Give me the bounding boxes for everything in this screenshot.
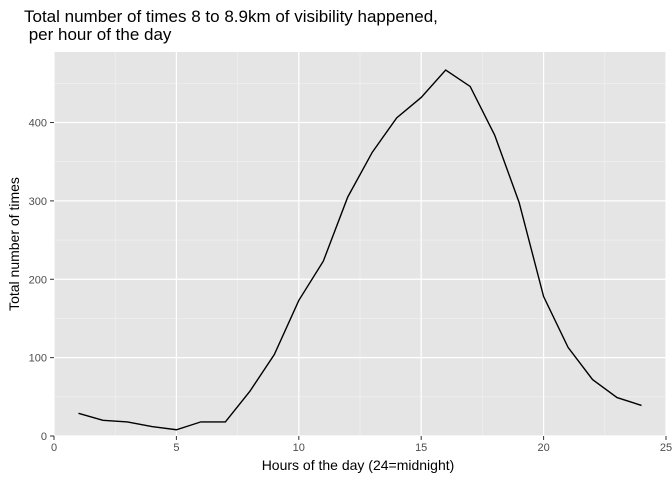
- chart-title-line-2: per hour of the day: [24, 25, 172, 44]
- x-tick-label: 20: [537, 442, 549, 454]
- x-tick-label: 15: [415, 442, 427, 454]
- x-tick-label: 0: [51, 442, 57, 454]
- series-line: [78, 69, 642, 431]
- x-tick-label: 5: [173, 442, 179, 454]
- minor-gridlines: [54, 52, 666, 436]
- y-axis-title: Total number of times: [6, 177, 22, 311]
- x-axis-title: Hours of the day (24=midnight): [262, 457, 455, 473]
- y-tick-label: 400: [29, 118, 47, 130]
- y-tick-label: 0: [41, 431, 47, 443]
- y-axis: 0 100 200 300 400: [29, 118, 54, 443]
- y-tick-label: 100: [29, 353, 47, 365]
- x-tick-label: 25: [660, 442, 672, 454]
- chart-title-line-1: Total number of times 8 to 8.9km of visi…: [24, 7, 438, 26]
- major-gridlines: [53, 52, 667, 437]
- x-tick-label: 10: [293, 442, 305, 454]
- x-axis: 0 5 10 15 20 25: [51, 436, 672, 454]
- y-tick-label: 200: [29, 274, 47, 286]
- y-tick-label: 300: [29, 196, 47, 208]
